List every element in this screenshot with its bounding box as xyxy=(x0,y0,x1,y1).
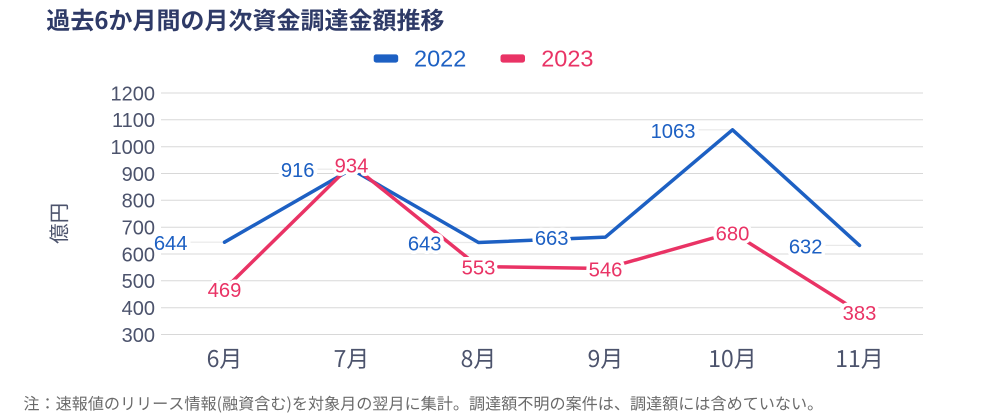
svg-text:2022: 2022 xyxy=(414,46,466,72)
svg-text:644: 644 xyxy=(154,233,188,255)
svg-text:500: 500 xyxy=(122,271,155,293)
svg-text:680: 680 xyxy=(716,224,750,246)
svg-text:800: 800 xyxy=(122,191,155,213)
svg-text:1000: 1000 xyxy=(111,137,156,159)
svg-text:1200: 1200 xyxy=(111,83,156,105)
svg-text:1100: 1100 xyxy=(112,110,155,132)
svg-text:1063: 1063 xyxy=(651,121,696,143)
svg-text:469: 469 xyxy=(208,280,242,302)
svg-text:400: 400 xyxy=(122,298,155,320)
svg-text:553: 553 xyxy=(462,258,496,280)
svg-text:663: 663 xyxy=(535,228,569,250)
svg-text:900: 900 xyxy=(122,164,155,186)
svg-text:546: 546 xyxy=(589,260,623,282)
svg-text:383: 383 xyxy=(843,303,877,325)
svg-text:600: 600 xyxy=(122,244,155,266)
svg-text:632: 632 xyxy=(789,236,823,258)
svg-text:916: 916 xyxy=(281,160,315,182)
svg-text:643: 643 xyxy=(408,234,442,256)
svg-text:2023: 2023 xyxy=(541,46,593,72)
svg-text:934: 934 xyxy=(335,155,369,177)
svg-text:700: 700 xyxy=(122,218,155,240)
svg-text:300: 300 xyxy=(122,325,155,347)
